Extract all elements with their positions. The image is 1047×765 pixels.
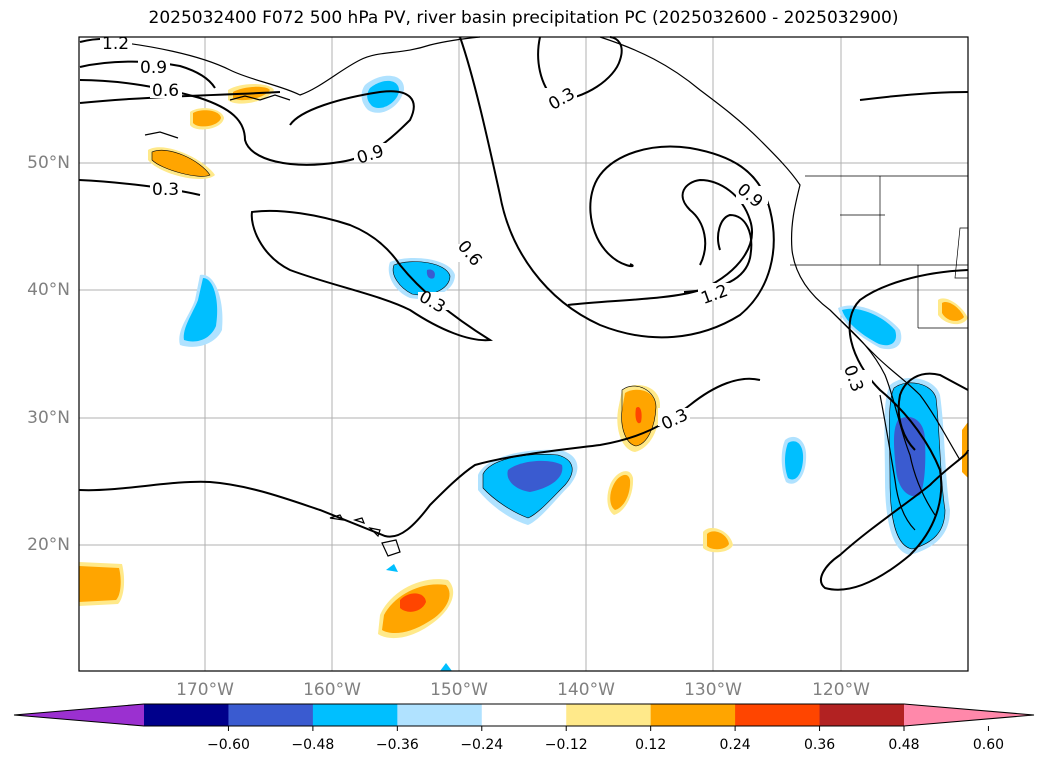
precip-outline (151, 150, 946, 550)
precip-blob-positive (707, 531, 729, 550)
colorbar-tick-label: −0.48 (291, 737, 335, 753)
contour-labels: 1.2 0.9 0.6 0.3 0.9 0.3 0.6 0.3 0.9 1.2 … (100, 32, 872, 435)
precip-blob-negative (367, 80, 400, 109)
lon-label: 160°W (303, 680, 361, 700)
contour-label: 0.6 (152, 81, 179, 101)
lat-label: 50°N (27, 153, 70, 173)
precip-blob-positive (193, 110, 221, 127)
colorbar-tick-label: 0.24 (719, 737, 751, 753)
precip-blob-positive (152, 150, 210, 177)
lon-label: 150°W (430, 680, 488, 700)
precip-blob-negative (426, 269, 435, 279)
precip-blob-positive (610, 474, 631, 510)
colorbar-tick-label: −0.60 (206, 737, 250, 753)
precip-blob-positive (400, 593, 426, 612)
precip-blob-positive (942, 302, 964, 321)
precip-blob-positive (962, 422, 968, 478)
lat-label: 20°N (27, 535, 70, 555)
contour-label: 1.2 (102, 34, 129, 54)
colorbar-tick-label: −0.24 (460, 737, 504, 753)
contour-label: 0.6 (453, 237, 486, 271)
lon-label: 170°W (176, 680, 234, 700)
pv-contour-0.6-main (459, 36, 775, 339)
gridlines (79, 37, 968, 671)
pv-contour-0.3-right (820, 269, 969, 591)
map-title: 2025032400 F072 500 hPa PV, river basin … (148, 8, 899, 28)
contour-label: 0.3 (152, 180, 179, 200)
colorbar-tick-label: 0.60 (972, 737, 1005, 753)
precip-blob-negative (507, 460, 563, 492)
precip-blob-negative (183, 278, 218, 342)
lon-label: 140°W (557, 680, 615, 700)
precip-blob-negative (386, 564, 398, 572)
pv-contour-0.9 (79, 60, 216, 89)
precip-blob-negative (842, 308, 897, 346)
pv-contour-0.3-nw (78, 179, 201, 196)
pv-contour-0.3-north (537, 36, 623, 102)
precip-blob-negative (785, 441, 804, 480)
colorbar-tick-label: 0.36 (803, 737, 836, 753)
precipitation-fill (79, 75, 968, 671)
contour-label: 0.9 (733, 180, 767, 213)
colorbar-tick-label: 0.12 (635, 737, 667, 753)
lon-label: 120°W (812, 680, 870, 700)
lat-label: 40°N (27, 280, 70, 300)
pv-contour-0.3-loop (250, 209, 494, 342)
contour-label: 0.9 (140, 58, 167, 78)
precip-blob-negative (894, 416, 926, 497)
pv-contour-0.3-upper (859, 91, 969, 101)
pv-contour-0.3-aleut (79, 91, 281, 104)
lat-label: 30°N (27, 408, 70, 428)
coastlines (99, 36, 961, 557)
precip-blob-negative (393, 261, 450, 296)
precip-blob-positive (79, 566, 121, 602)
pv-contour-0.9-right (897, 372, 969, 451)
precip-blob-positive (635, 406, 642, 424)
map-frame (78, 36, 969, 672)
pv-contour-0.9-main (567, 178, 753, 306)
colorbar-tick-label: −0.12 (544, 737, 588, 753)
precip-blob-negative (440, 663, 452, 671)
lon-label: 130°W (684, 680, 742, 700)
colorbar-tick-label: −0.36 (375, 737, 419, 753)
colorbar-tick-label: 0.48 (888, 737, 920, 753)
